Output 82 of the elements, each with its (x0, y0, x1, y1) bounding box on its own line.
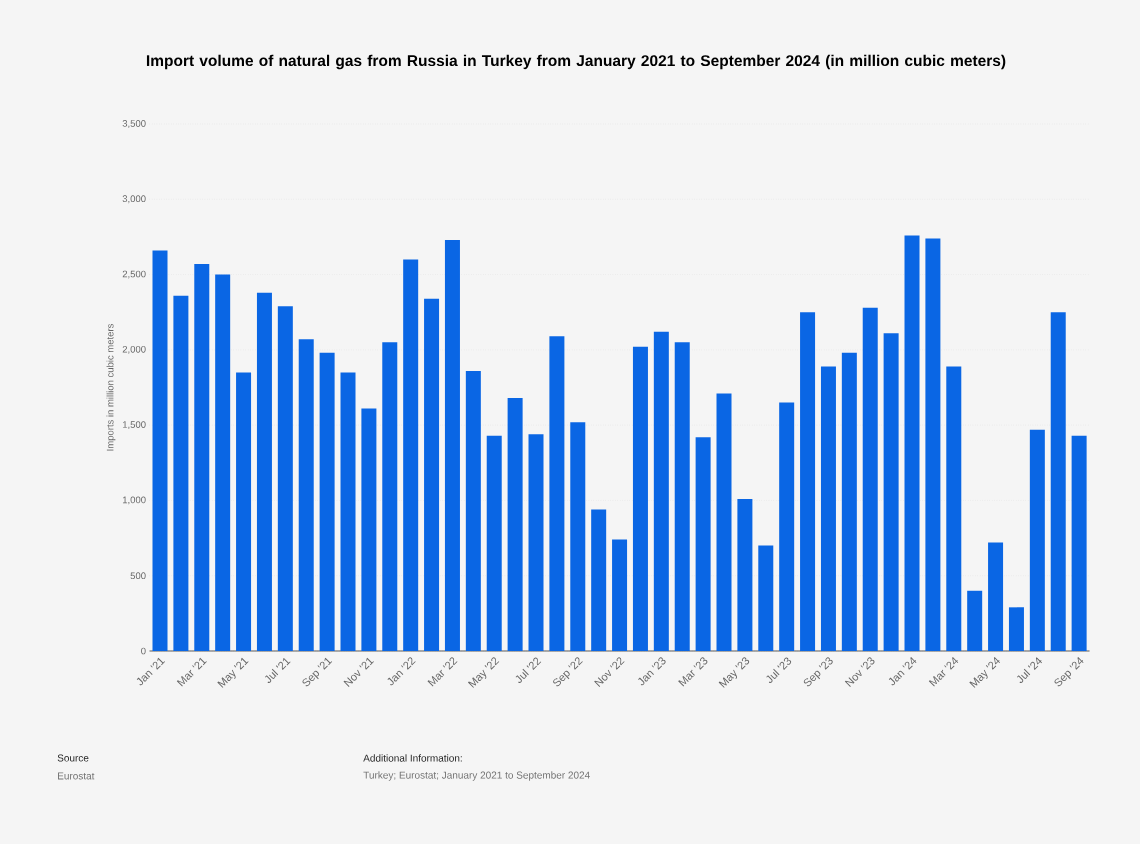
bar (215, 274, 231, 651)
text: Additional Information: (363, 754, 462, 762)
bar (904, 235, 920, 651)
x-tick-label: May '23 (718, 657, 750, 688)
bar (800, 312, 816, 651)
y-axis-title: Imports in million cubic meters (106, 323, 116, 451)
x-tick-label: Nov '22 (594, 657, 625, 687)
x-tick-label: Jan '21 (136, 657, 166, 686)
x-tick-label: Jan '24 (888, 657, 917, 686)
x-tick-label: Sep '24 (1054, 657, 1084, 687)
bar (507, 398, 523, 651)
bar (256, 292, 272, 651)
x-tick-label: Mar '22 (427, 657, 458, 687)
bar (173, 295, 189, 651)
x-tick-label: Jul '22 (515, 657, 542, 683)
bar (549, 336, 565, 651)
y-tick-label: 0 (141, 647, 146, 655)
chart-title: Import volume of natural gas from Russia in Turkey from January 2021 to September 2024 (in million cubic meters) (146, 54, 1006, 70)
bar (925, 238, 941, 651)
bar (737, 498, 753, 651)
bar (486, 435, 502, 651)
x-tick-label: Nov '23 (844, 657, 875, 687)
bar (465, 370, 481, 651)
text: Turkey; Eurostat; January 2021 to September 2024 (363, 771, 590, 781)
bar (946, 366, 962, 651)
bar (653, 331, 669, 651)
bar (528, 434, 544, 651)
x-tick-label: Sep '21 (302, 657, 333, 687)
x-tick-label: Nov '21 (343, 657, 374, 687)
x-tick-label: Jan '23 (638, 657, 666, 686)
bar (612, 539, 628, 651)
x-tick-label: Jul '23 (766, 657, 792, 683)
text: Eurostat (58, 772, 95, 780)
bar (444, 239, 460, 651)
bar (841, 352, 857, 651)
bar (236, 372, 252, 651)
x-tick-label: Sep '22 (553, 657, 583, 687)
text: Source (57, 754, 89, 762)
x-tick-label: Mar '21 (176, 657, 207, 687)
bar (695, 437, 711, 651)
bar (1008, 607, 1024, 651)
bar (758, 545, 774, 651)
bar (340, 372, 356, 651)
bar (194, 264, 210, 651)
x-tick-label: Jan '22 (387, 657, 416, 686)
bar (570, 422, 586, 651)
x-tick-label: Jul '21 (264, 657, 291, 683)
bar (632, 346, 648, 651)
y-tick-label: 1,500 (122, 421, 146, 430)
bar (591, 509, 607, 651)
bar (967, 590, 983, 651)
y-tick-label: 500 (130, 572, 146, 580)
bar (883, 333, 899, 651)
x-tick-label: May '24 (969, 657, 1001, 688)
bar (820, 366, 836, 651)
y-tick-label: 2,000 (122, 345, 146, 354)
x-tick-label: Sep '23 (803, 657, 833, 687)
x-tick-label: Mar '24 (928, 657, 959, 687)
bar (779, 402, 795, 651)
bar (1071, 435, 1087, 651)
bar (403, 259, 419, 651)
y-tick-label: 3,000 (122, 195, 146, 204)
bar (988, 542, 1004, 651)
bar (319, 352, 335, 651)
x-tick-label: Mar '23 (678, 657, 708, 687)
bar (716, 393, 732, 651)
y-tick-label: 2,500 (122, 270, 146, 279)
bar (382, 342, 398, 651)
bar (1050, 312, 1066, 651)
bar (277, 306, 293, 651)
bar (298, 339, 314, 651)
x-tick-label: May '21 (217, 657, 249, 688)
x-tick-label: Jul '24 (1016, 657, 1042, 683)
bar (424, 298, 440, 651)
bar (152, 250, 168, 651)
y-tick-label: 1,000 (122, 496, 146, 505)
bar (1029, 429, 1045, 651)
bar (862, 307, 878, 651)
x-tick-label: May '22 (467, 657, 500, 688)
bar (674, 342, 690, 651)
bar (361, 408, 377, 651)
y-tick-label: 3,500 (122, 120, 146, 128)
